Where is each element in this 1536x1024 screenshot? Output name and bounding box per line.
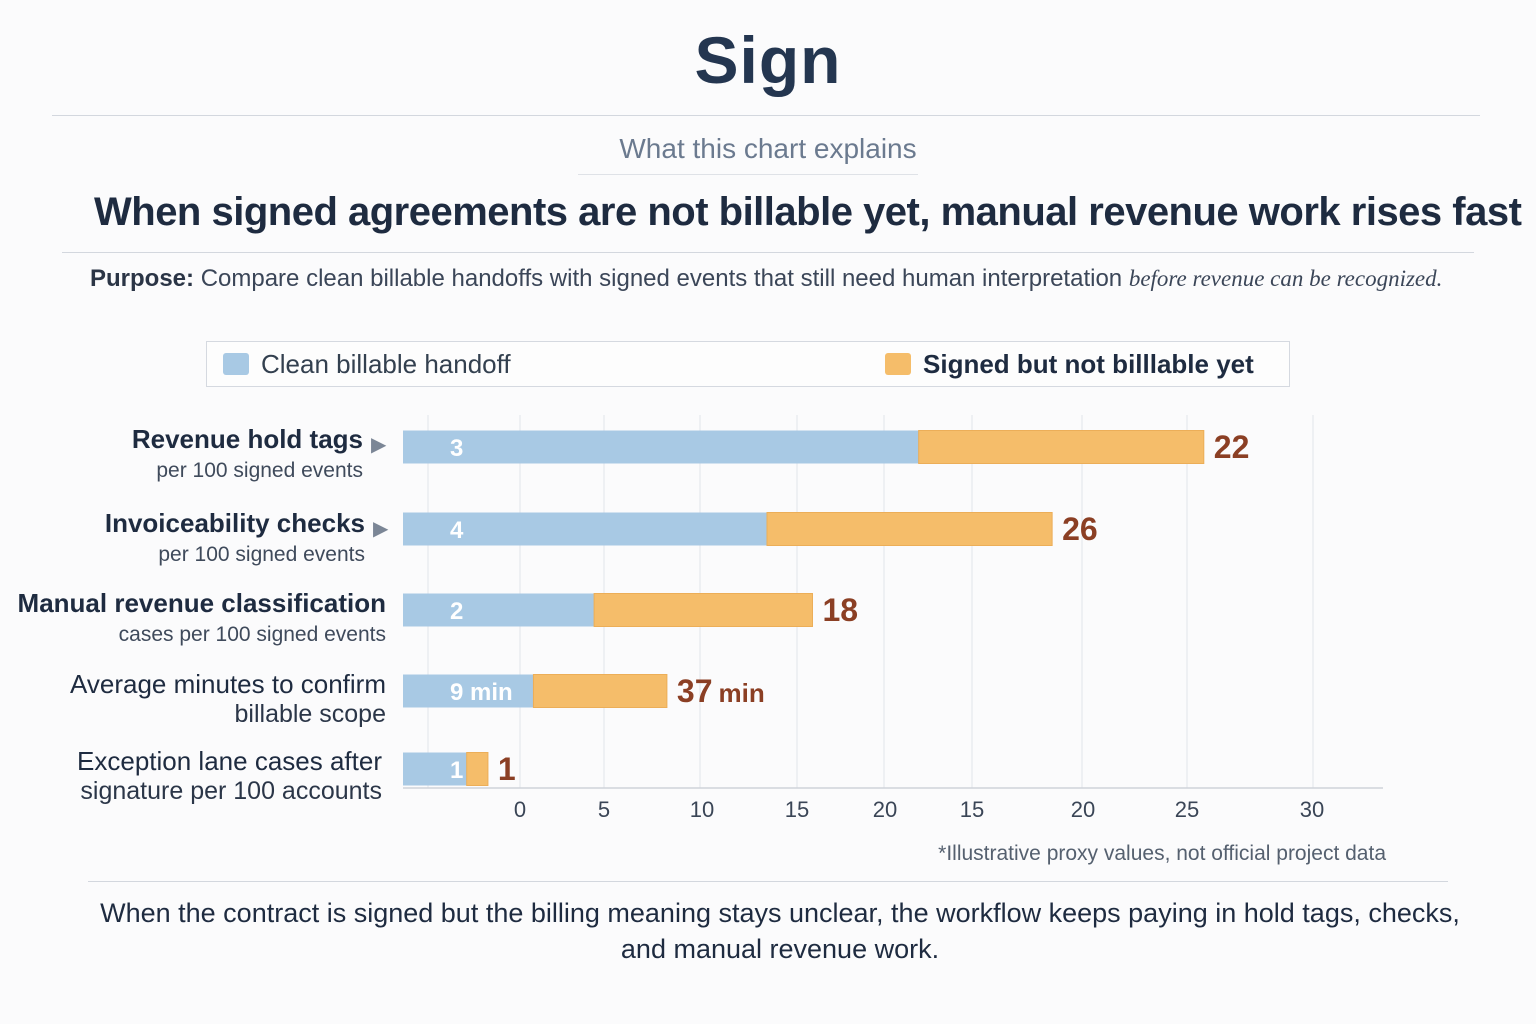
footer-divider — [88, 881, 1448, 882]
bar-clean — [403, 674, 534, 708]
x-tick-label: 5 — [598, 797, 610, 822]
bar-clean — [403, 512, 767, 546]
category-label-sub: signature per 100 accounts — [80, 777, 382, 805]
bar-signed — [766, 512, 1053, 546]
category-label-sub: per 100 signed events — [156, 459, 363, 482]
category-label-main: Exception lane cases after — [77, 746, 382, 776]
bar-clean — [403, 752, 467, 786]
category-label: Average minutes to confirm billable scope — [70, 669, 386, 729]
legend-label-clean: Clean billable handoff — [261, 348, 511, 379]
bar-signed — [918, 430, 1205, 464]
bar-total-label: 22 — [1214, 429, 1250, 465]
footnote: *Illustrative proxy values, not official… — [938, 842, 1386, 865]
legend-swatch-signed — [885, 353, 911, 375]
bar-total-label: 1 — [498, 751, 516, 787]
x-tick-label: 15 — [960, 797, 984, 822]
legend-item-signed: Signed but not billlable yet — [885, 342, 1254, 386]
legend-swatch-clean — [223, 353, 249, 375]
bar-total-label: 26 — [1062, 511, 1098, 547]
legend-label-signed: Signed but not billlable yet — [923, 348, 1254, 379]
x-tick-label: 0 — [514, 797, 526, 822]
title-divider — [52, 115, 1480, 116]
purpose-text: Purpose: Compare clean billable handoffs… — [90, 265, 1442, 293]
category-label-sub: billable scope — [234, 700, 387, 728]
category-label: Exception lane cases after signature per … — [77, 746, 382, 806]
category-label-main: Revenue hold tags — [131, 424, 363, 454]
bar-clean-label: 9 min — [450, 679, 513, 706]
x-tick-label: 20 — [1071, 797, 1095, 822]
category-label: Revenue hold tags per 100 signed events — [132, 424, 363, 483]
page-title: Sign — [694, 23, 842, 97]
x-tick-label: 25 — [1175, 797, 1199, 822]
x-tick-label: 20 — [873, 797, 897, 822]
bar-total-label: 37 min — [677, 673, 765, 709]
conclusion-text: When the contract is signed but the bill… — [100, 898, 1460, 964]
chart-legend: Clean billable handoff Signed but not bi… — [206, 341, 1290, 387]
purpose-body: Compare clean billable handoffs with sig… — [200, 265, 1123, 292]
category-label-main: Invoiceability checks — [104, 508, 365, 538]
headline-divider — [62, 252, 1474, 253]
bar-clean-label: 3 — [450, 435, 463, 462]
bar-chart: 0 5 10 15 20 15 20 25 30 3 22 4 26 2 18 9 min 37 min 1 1 — [403, 415, 1383, 822]
legend-item-clean: Clean billable handoff — [223, 342, 511, 386]
bar-total-unit: min — [718, 678, 764, 708]
x-tick-label: 10 — [690, 797, 714, 822]
bar-signed — [532, 674, 668, 708]
bar-clean — [403, 430, 919, 464]
x-tick-label: 30 — [1300, 797, 1324, 822]
category-label: Manual revenue classification cases per 1… — [18, 588, 386, 647]
category-label-sub: per 100 signed events — [158, 543, 365, 566]
category-arrow-icon: ▶ — [373, 518, 389, 540]
bar-clean-label: 4 — [450, 517, 464, 544]
chart-subtitle: What this chart explains — [619, 133, 917, 164]
category-label-sub: cases per 100 signed events — [118, 623, 386, 646]
category-label-main: Average minutes to confirm — [70, 669, 386, 699]
bar-signed — [466, 752, 489, 786]
x-tick-label: 15 — [785, 797, 809, 822]
purpose-label: Purpose: — [90, 265, 195, 292]
bar-clean — [403, 593, 595, 627]
bar-signed — [593, 593, 813, 627]
bar-clean-label: 1 — [450, 757, 463, 784]
bar-clean-label: 2 — [450, 598, 463, 625]
category-label-main: Manual revenue classification — [17, 588, 386, 618]
bar-total-label: 18 — [823, 592, 859, 628]
headline: When signed agreements are not billable … — [94, 190, 1522, 234]
purpose-emphasis: before revenue can be recognized. — [1128, 266, 1443, 291]
category-arrow-icon: ▶ — [371, 434, 387, 456]
category-label: Invoiceability checks per 100 signed even… — [105, 508, 365, 567]
subtitle-underline — [578, 174, 918, 175]
